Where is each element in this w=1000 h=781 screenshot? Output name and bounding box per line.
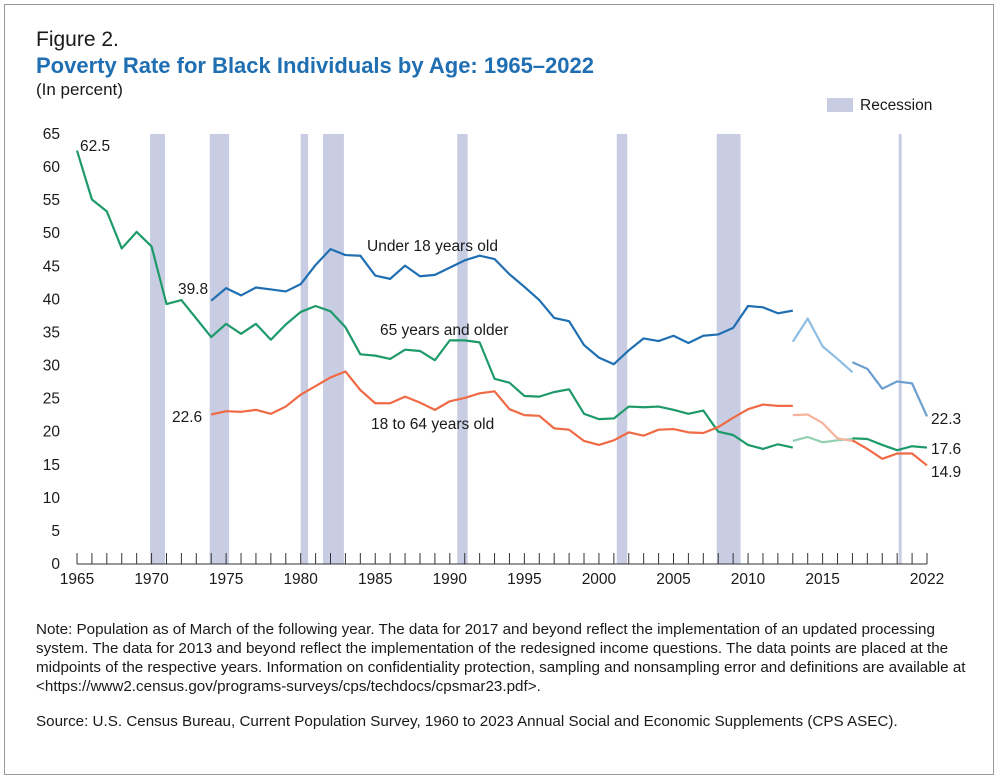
series-0-segment-3 bbox=[851, 361, 929, 417]
data-label-orange-end: 14.9 bbox=[931, 464, 961, 481]
recession-bar-6 bbox=[716, 134, 741, 564]
figure-label: Figure 2. bbox=[36, 28, 119, 51]
y-tick-label-65: 65 bbox=[43, 126, 60, 143]
legend-recession-label: Recession bbox=[860, 97, 932, 114]
chart-title: Poverty Rate for Black Individuals by Ag… bbox=[36, 53, 594, 78]
x-tick-label-1985: 1985 bbox=[358, 571, 392, 588]
series-0-segment-2 bbox=[836, 358, 854, 373]
data-label-orange-start: 22.6 bbox=[172, 409, 202, 426]
data-label-green-start: 62.5 bbox=[80, 138, 110, 155]
recession-bar-3 bbox=[323, 134, 344, 564]
y-tick-label-15: 15 bbox=[43, 457, 60, 474]
y-tick-label-60: 60 bbox=[43, 159, 61, 176]
legend-recession-swatch bbox=[827, 98, 853, 112]
chart-note: Note: Population as of March of the foll… bbox=[36, 621, 966, 695]
x-tick-label-2022: 2022 bbox=[910, 571, 944, 588]
y-tick-label-40: 40 bbox=[43, 291, 61, 308]
series-0-segment-1 bbox=[791, 317, 839, 360]
x-tick-label-2000: 2000 bbox=[582, 571, 617, 588]
series-1-segment-0 bbox=[75, 150, 794, 450]
recession-bar-5 bbox=[616, 134, 628, 564]
y-tick-label-50: 50 bbox=[43, 225, 61, 242]
x-tick-label-2015: 2015 bbox=[805, 571, 839, 588]
y-tick-label-5: 5 bbox=[51, 523, 60, 540]
data-label-blue-start: 39.8 bbox=[178, 281, 208, 298]
recession-bar-1 bbox=[209, 134, 230, 564]
x-tick-label-1990: 1990 bbox=[433, 571, 468, 588]
data-label-green-end: 17.6 bbox=[931, 441, 961, 458]
series-0-segment-0 bbox=[210, 248, 793, 366]
y-tick-label-55: 55 bbox=[43, 192, 60, 209]
y-tick-label-25: 25 bbox=[43, 391, 60, 408]
y-tick-label-20: 20 bbox=[43, 424, 61, 441]
chart-source: Source: U.S. Census Bureau, Current Popu… bbox=[36, 713, 898, 730]
series-1-segment-2 bbox=[852, 437, 928, 452]
recession-bar-0 bbox=[150, 134, 165, 564]
x-tick-label-1970: 1970 bbox=[134, 571, 169, 588]
y-tick-label-10: 10 bbox=[43, 490, 61, 507]
series-2-segment-0 bbox=[210, 370, 793, 447]
series-label-18-64: 18 to 64 years old bbox=[371, 416, 494, 433]
recession-bar-4 bbox=[457, 134, 468, 564]
y-tick-label-30: 30 bbox=[43, 358, 61, 375]
x-tick-label-1965: 1965 bbox=[60, 571, 94, 588]
x-tick-label-1995: 1995 bbox=[507, 571, 541, 588]
y-tick-label-35: 35 bbox=[43, 324, 60, 341]
x-tick-label-1980: 1980 bbox=[283, 571, 318, 588]
recession-bar-2 bbox=[300, 134, 309, 564]
figure-frame bbox=[4, 4, 994, 775]
x-tick-label-1975: 1975 bbox=[209, 571, 243, 588]
x-tick-label-2010: 2010 bbox=[731, 571, 766, 588]
x-tick-label-2005: 2005 bbox=[656, 571, 690, 588]
chart-subtitle: (In percent) bbox=[36, 80, 123, 99]
series-label-under-18: Under 18 years old bbox=[367, 238, 498, 255]
series-2-segment-2 bbox=[851, 439, 928, 467]
y-tick-label-45: 45 bbox=[43, 258, 60, 275]
data-label-blue-end: 22.3 bbox=[931, 411, 961, 428]
recession-bar-7 bbox=[898, 134, 902, 564]
y-tick-label-0: 0 bbox=[51, 556, 60, 573]
series-2-segment-1 bbox=[792, 413, 853, 443]
series-label-65-older: 65 years and older bbox=[380, 322, 508, 339]
